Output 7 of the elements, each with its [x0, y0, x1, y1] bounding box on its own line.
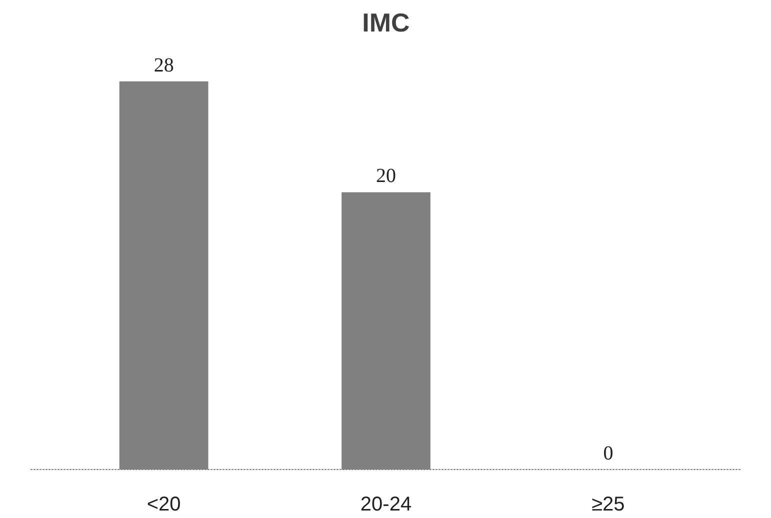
- chart-title: IMC: [362, 8, 410, 38]
- data-label: 28: [154, 54, 174, 76]
- x-tick-label: ≥25: [592, 494, 625, 516]
- data-label: 0: [603, 442, 614, 464]
- x-tick-label: <20: [146, 494, 181, 516]
- x-tick-label: 20-24: [360, 494, 412, 516]
- data-label: 20: [376, 165, 396, 188]
